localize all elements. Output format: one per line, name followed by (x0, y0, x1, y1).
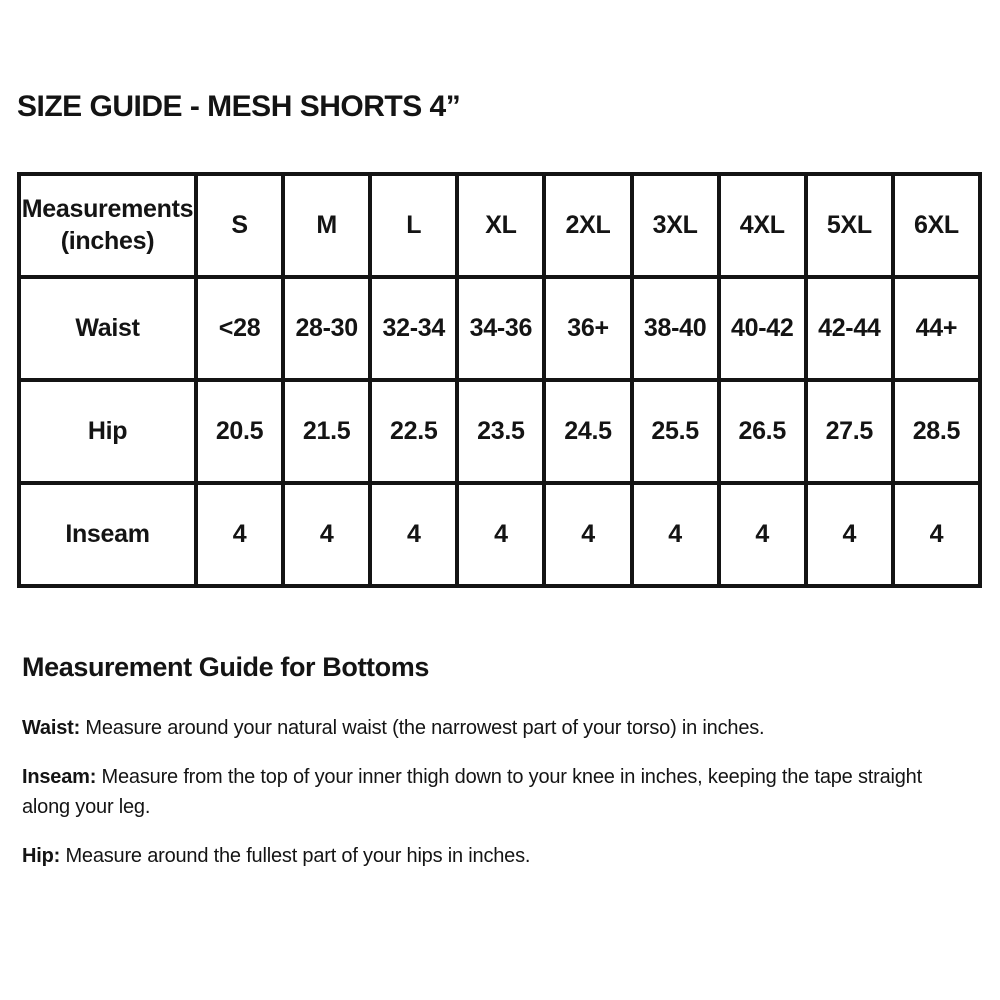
row-label-waist: Waist (17, 275, 198, 382)
inseam-value-2xl: 4 (542, 481, 634, 588)
inseam-value-m: 4 (281, 481, 373, 588)
guide-text-inseam: Measure from the top of your inner thigh… (22, 766, 922, 818)
size-header-l: L (368, 172, 460, 279)
size-header-m: M (281, 172, 373, 279)
page-title: SIZE GUIDE - MESH SHORTS 4” (17, 90, 461, 123)
table-row-waist: Waist <28 28-30 32-34 34-36 36+ 38-40 40… (17, 275, 983, 382)
measurement-guide-section: Measurement Guide for Bottoms Waist: Mea… (22, 652, 974, 890)
guide-item-waist: Waist: Measure around your natural waist… (22, 713, 974, 743)
size-header-xl: XL (455, 172, 547, 279)
guide-text-waist: Measure around your natural waist (the n… (85, 717, 765, 739)
hip-value-s: 20.5 (193, 378, 286, 485)
inseam-value-3xl: 4 (629, 481, 721, 588)
waist-value-6xl: 44+ (890, 275, 983, 382)
inseam-value-xl: 4 (455, 481, 547, 588)
row-label-inseam: Inseam (17, 481, 198, 588)
waist-value-s: <28 (193, 275, 286, 382)
size-header-6xl: 6XL (890, 172, 983, 279)
waist-value-5xl: 42-44 (803, 275, 895, 382)
hip-value-4xl: 26.5 (716, 378, 808, 485)
inseam-value-s: 4 (193, 481, 286, 588)
size-table: Measurements (inches) S M L XL 2XL 3XL 4… (17, 172, 983, 588)
inseam-value-4xl: 4 (716, 481, 808, 588)
table-row-inseam: Inseam 4 4 4 4 4 4 4 4 4 (17, 481, 983, 588)
corner-header-line1: Measurements (21, 195, 194, 224)
hip-value-l: 22.5 (368, 378, 460, 485)
guide-item-inseam: Inseam: Measure from the top of your inn… (22, 762, 974, 822)
inseam-value-5xl: 4 (803, 481, 895, 588)
hip-value-5xl: 27.5 (803, 378, 895, 485)
hip-value-2xl: 24.5 (542, 378, 634, 485)
guide-heading: Measurement Guide for Bottoms (22, 652, 429, 682)
corner-header-line2: (inches) (60, 226, 155, 255)
guide-term-waist: Waist: (22, 717, 81, 739)
size-table-header-row: Measurements (inches) S M L XL 2XL 3XL 4… (17, 172, 983, 279)
table-row-hip: Hip 20.5 21.5 22.5 23.5 24.5 25.5 26.5 2… (17, 378, 983, 485)
row-label-hip: Hip (17, 378, 198, 485)
waist-value-xl: 34-36 (455, 275, 547, 382)
size-header-5xl: 5XL (803, 172, 895, 279)
waist-value-l: 32-34 (368, 275, 460, 382)
size-header-4xl: 4XL (716, 172, 808, 279)
hip-value-3xl: 25.5 (629, 378, 721, 485)
waist-value-2xl: 36+ (542, 275, 634, 382)
waist-value-3xl: 38-40 (629, 275, 721, 382)
inseam-value-6xl: 4 (890, 481, 983, 588)
size-header-3xl: 3XL (629, 172, 721, 279)
guide-text-hip: Measure around the fullest part of your … (65, 845, 531, 867)
hip-value-6xl: 28.5 (890, 378, 983, 485)
guide-item-hip: Hip: Measure around the fullest part of … (22, 841, 974, 871)
inseam-value-l: 4 (368, 481, 460, 588)
guide-term-hip: Hip: (22, 845, 61, 867)
corner-header: Measurements (inches) (17, 172, 198, 279)
waist-value-m: 28-30 (281, 275, 373, 382)
size-header-2xl: 2XL (542, 172, 634, 279)
waist-value-4xl: 40-42 (716, 275, 808, 382)
guide-term-inseam: Inseam: (22, 766, 97, 788)
hip-value-m: 21.5 (281, 378, 373, 485)
hip-value-xl: 23.5 (455, 378, 547, 485)
size-header-s: S (193, 172, 286, 279)
